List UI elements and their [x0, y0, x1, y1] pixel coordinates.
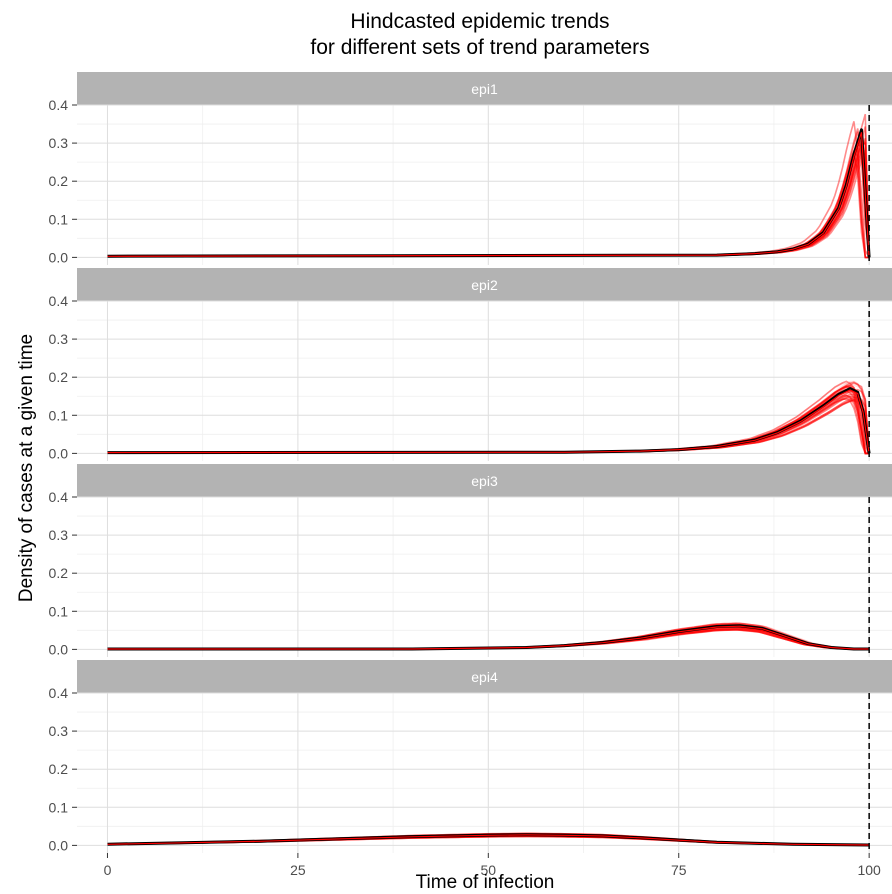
y-tick-label: 0.1 [49, 211, 69, 227]
panel-epi4: epi4 0.0 0.1 0.2 0.3 0.4 [49, 660, 892, 853]
facet-strip [77, 72, 892, 105]
facet-strip [77, 268, 892, 301]
x-tick-label: 25 [290, 862, 306, 878]
facet-strip-label: epi4 [471, 669, 498, 685]
panel-epi1: epi1 0.0 0.1 0.2 0.3 0.4 [49, 72, 892, 265]
y-tick-label: 0.4 [49, 293, 69, 309]
y-tick-label: 0.0 [49, 837, 69, 853]
x-tick-label: 100 [857, 862, 881, 878]
estimated-trend-median [107, 625, 870, 650]
y-tick-label: 0.2 [49, 565, 69, 581]
y-tick-label: 0.3 [49, 135, 69, 151]
y-tick-label: 0.1 [49, 407, 69, 423]
x-axis-title: Time of infection [416, 872, 555, 893]
y-tick-label: 0.1 [49, 603, 69, 619]
facet-strip-label: epi3 [471, 473, 498, 489]
y-tick-label: 0.2 [49, 369, 69, 385]
y-tick-label: 0.2 [49, 761, 69, 777]
estimated-trend-median [107, 132, 870, 258]
y-tick-label: 0.0 [49, 445, 69, 461]
x-tick-label: 0 [104, 862, 112, 878]
x-tick-label: 50 [481, 862, 497, 878]
chart-title-line-2: for different sets of trend parameters [310, 36, 649, 59]
facet-panels: epi10.00.10.20.30.4epi20.00.10.20.30.4ep… [49, 72, 892, 853]
estimated-trend-median [107, 389, 870, 454]
y-tick-label: 0.4 [49, 97, 69, 113]
y-tick-label: 0.0 [49, 641, 69, 657]
facet-strip [77, 464, 892, 497]
facet-strip-label: epi1 [471, 81, 498, 97]
estimated-trend-median [107, 834, 870, 846]
y-tick-label: 0.3 [49, 331, 69, 347]
y-tick-label: 0.4 [49, 685, 69, 701]
y-tick-label: 0.0 [49, 249, 69, 265]
y-axis-title: Density of cases at a given time [16, 334, 37, 602]
facet-strip [77, 660, 892, 693]
x-axis: 0 25 50 75 100 [104, 853, 881, 878]
chart-title-line-1: Hindcasted epidemic trends [350, 10, 609, 33]
panel-epi3: epi3 0.0 0.1 0.2 0.3 0.4 [49, 464, 892, 657]
x-tick-label: 75 [671, 862, 687, 878]
panel-epi2: epi2 0.0 0.1 0.2 0.3 0.4 [49, 268, 892, 461]
y-tick-label: 0.3 [49, 723, 69, 739]
y-tick-label: 0.3 [49, 527, 69, 543]
y-tick-label: 0.2 [49, 173, 69, 189]
facet-strip-label: epi2 [471, 277, 498, 293]
y-tick-label: 0.4 [49, 489, 69, 505]
y-tick-label: 0.1 [49, 799, 69, 815]
